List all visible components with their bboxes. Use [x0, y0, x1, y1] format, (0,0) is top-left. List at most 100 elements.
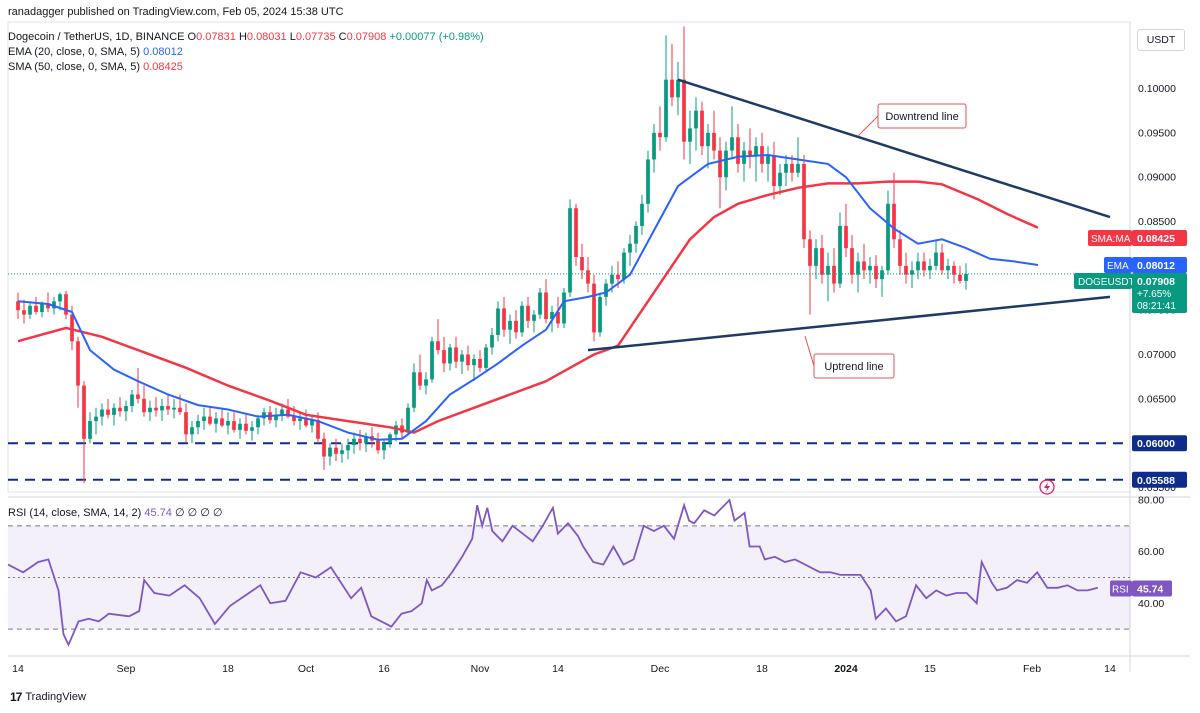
candle-body	[772, 155, 776, 187]
candle-body	[316, 420, 320, 439]
candle-body	[670, 79, 674, 98]
candle-body	[958, 274, 962, 281]
candle-body	[748, 150, 752, 156]
sma-value-tag	[1132, 230, 1187, 246]
bar-countdown: 08:21:41	[1137, 301, 1176, 312]
sma-value: 0.08425	[1137, 233, 1175, 245]
ohlc-high-label: H	[238, 31, 247, 43]
candle-body	[820, 248, 824, 275]
candle-body	[826, 265, 830, 275]
candle-body	[778, 172, 782, 187]
price-tick-label: 0.09000	[1138, 172, 1176, 184]
time-tick-label: 18	[756, 663, 768, 675]
candle-body	[880, 270, 884, 280]
candle-body	[586, 270, 590, 284]
candle-body	[82, 385, 86, 439]
candle-body	[676, 79, 680, 98]
candle-body	[34, 305, 38, 312]
time-tick-label: Feb	[1023, 663, 1041, 675]
candle-body	[844, 225, 848, 249]
candle-body	[118, 407, 122, 412]
candle-body	[100, 409, 104, 417]
time-axis[interactable]: 14 Sep 18 Oct 16 Nov 14 Dec 18 2024 15 Feb 14	[12, 663, 1116, 675]
candle-body	[766, 155, 770, 164]
candle-body	[124, 405, 128, 412]
time-tick-label: Nov	[471, 663, 490, 675]
ema20-line	[17, 153, 1039, 441]
candle-body	[202, 416, 206, 422]
candle-body	[310, 420, 314, 426]
currency-selector[interactable]: USDT	[1137, 29, 1185, 51]
symbol-legend[interactable]: Dogecoin / TetherUS, 1D, BINANCE O0.0783…	[8, 31, 484, 43]
candle-body	[148, 407, 152, 413]
time-tick-label: Oct	[298, 663, 314, 675]
candle-body	[430, 341, 434, 380]
candle-body	[508, 320, 512, 330]
candle-body	[472, 358, 476, 366]
candle-body	[88, 421, 92, 439]
publisher-byline: ranadagger published on TradingView.com,…	[8, 6, 344, 18]
candle-body	[940, 252, 944, 271]
candle-body	[166, 405, 170, 410]
trendlines	[587, 78, 1111, 352]
candle-body	[418, 372, 422, 386]
candle-body	[814, 248, 818, 266]
last-price-change: +7.65%	[1137, 289, 1171, 300]
tradingview-brand: TradingView	[25, 691, 86, 703]
time-tick-label: 14	[12, 663, 24, 675]
candle-body	[538, 292, 542, 315]
candle-body	[730, 137, 734, 151]
candle-body	[244, 423, 248, 431]
annotation-box	[813, 353, 895, 379]
ohlc-close: 0.07908	[346, 31, 387, 43]
candle-body	[304, 418, 308, 426]
candle-body	[40, 303, 44, 312]
rsi-tick-label: 40.00	[1138, 598, 1164, 610]
rsi-value: 45.74	[144, 507, 172, 519]
candle-body	[874, 265, 878, 280]
candle-body	[790, 163, 794, 173]
candle-body	[568, 208, 572, 293]
rsi-name: RSI	[1112, 585, 1129, 596]
candle-body	[238, 423, 242, 430]
last-price-value: 0.07908	[1137, 276, 1175, 288]
rsi-legend[interactable]: RSI (14, close, SMA, 14, 2) 45.74 ∅ ∅ ∅ …	[8, 506, 222, 519]
candle-body	[526, 305, 530, 321]
candlestick-series	[8, 26, 1130, 484]
time-tick-label: 14	[1104, 663, 1116, 675]
ema-legend[interactable]: EMA (20, close, 0, SMA, 5) 0.08012	[8, 46, 183, 58]
candle-body	[340, 450, 344, 454]
candle-body	[64, 294, 68, 315]
candle-body	[160, 405, 164, 411]
byline-text: ranadagger published on TradingView.com,…	[8, 6, 344, 18]
tradingview-footer[interactable]: 17 TradingView	[10, 690, 86, 704]
candle-body	[724, 150, 728, 178]
candle-body	[436, 341, 440, 351]
rsi-panel: 80.00 60.00 40.00 RSI 45.74	[7, 495, 1172, 647]
candle-body	[484, 347, 488, 368]
candle-body	[424, 379, 428, 386]
candle-body	[640, 203, 644, 226]
sma-label: SMA (50, close, 0, SMA, 5)	[8, 61, 141, 73]
lightning-icon	[1044, 482, 1050, 492]
candle-body	[94, 416, 98, 422]
candle-body	[592, 283, 596, 333]
ohlc-high: 0.08031	[246, 31, 287, 43]
candle-body	[664, 79, 668, 138]
candle-body	[550, 311, 554, 320]
rsi-tick-label: 60.00	[1138, 546, 1164, 558]
annotations: Downtrend line Uptrend line	[804, 103, 967, 379]
candle-body	[346, 445, 350, 451]
rsi-last-value: 45.74	[1137, 584, 1163, 596]
candle-body	[628, 243, 632, 253]
sma50-line	[17, 180, 1039, 434]
candle-body	[112, 407, 116, 415]
sma-legend[interactable]: SMA (50, close, 0, SMA, 5) 0.08425	[8, 61, 183, 73]
candle-body	[556, 311, 560, 324]
candle-body	[286, 409, 290, 417]
candle-body	[532, 314, 536, 321]
rsi-tick-label: 80.00	[1138, 495, 1164, 507]
candle-body	[136, 394, 140, 399]
candle-body	[808, 239, 812, 266]
candle-body	[514, 320, 518, 333]
